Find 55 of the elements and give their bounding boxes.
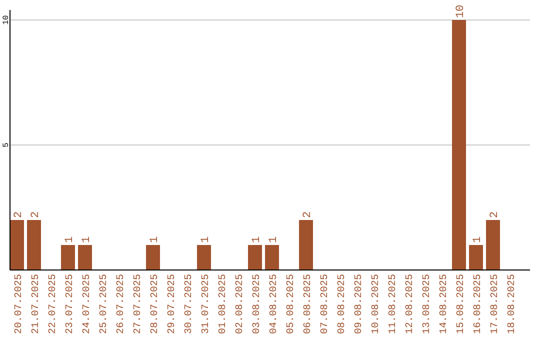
x-tick-label: 08.08.2025 <box>337 274 348 334</box>
bar <box>61 245 75 270</box>
x-tick-label: 16.08.2025 <box>473 274 484 334</box>
bar <box>299 220 313 270</box>
x-tick-label: 30.07.2025 <box>184 274 195 334</box>
bar <box>486 220 500 270</box>
data-label: 1 <box>472 236 484 243</box>
bar <box>10 220 24 270</box>
x-tick-label: 29.07.2025 <box>167 274 178 334</box>
x-tick-label: 27.07.2025 <box>133 274 144 334</box>
x-tick-label: 24.07.2025 <box>82 274 93 334</box>
data-label: 1 <box>64 236 76 243</box>
data-label: 1 <box>200 236 212 243</box>
x-tick-label: 14.08.2025 <box>439 274 450 334</box>
x-tick-label: 13.08.2025 <box>422 274 433 334</box>
x-tick-label: 10.08.2025 <box>371 274 382 334</box>
x-tick-label: 03.08.2025 <box>252 274 263 334</box>
y-tick-label: 5 <box>2 142 11 148</box>
x-tick-label: 12.08.2025 <box>405 274 416 334</box>
x-tick-label: 26.07.2025 <box>116 274 127 334</box>
bar <box>452 20 466 270</box>
x-tick-label: 18.08.2025 <box>507 274 518 334</box>
x-tick-label: 11.08.2025 <box>388 274 399 334</box>
x-tick-label: 25.07.2025 <box>99 274 110 334</box>
bar <box>265 245 279 270</box>
bar <box>197 245 211 270</box>
data-label: 2 <box>302 211 314 218</box>
bar <box>78 245 92 270</box>
x-tick-label: 17.08.2025 <box>490 274 501 334</box>
data-label: 1 <box>251 236 263 243</box>
x-tick-label: 31.07.2025 <box>201 274 212 334</box>
x-tick-label: 02.08.2025 <box>235 274 246 334</box>
x-tick-label: 01.08.2025 <box>218 274 229 334</box>
data-label: 1 <box>81 236 93 243</box>
x-tick-label: 04.08.2025 <box>269 274 280 334</box>
x-tick-label: 20.07.2025 <box>14 274 25 334</box>
bar <box>469 245 483 270</box>
data-label: 1 <box>268 236 280 243</box>
x-tick-label: 28.07.2025 <box>150 274 161 334</box>
x-tick-label: 07.08.2025 <box>320 274 331 334</box>
data-label: 2 <box>489 211 501 218</box>
x-tick-label: 06.08.2025 <box>303 274 314 334</box>
data-label: 2 <box>30 211 42 218</box>
bar <box>146 245 160 270</box>
data-label: 1 <box>149 236 161 243</box>
bar <box>27 220 41 270</box>
data-label: 10 <box>455 4 467 18</box>
x-tick-label: 21.07.2025 <box>31 274 42 334</box>
data-label: 2 <box>13 211 25 218</box>
bar <box>248 245 262 270</box>
x-tick-label: 22.07.2025 <box>48 274 59 334</box>
x-tick-label: 05.08.2025 <box>286 274 297 334</box>
x-tick-label: 09.08.2025 <box>354 274 365 334</box>
x-tick-label: 15.08.2025 <box>456 274 467 334</box>
x-tick-label: 23.07.2025 <box>65 274 76 334</box>
